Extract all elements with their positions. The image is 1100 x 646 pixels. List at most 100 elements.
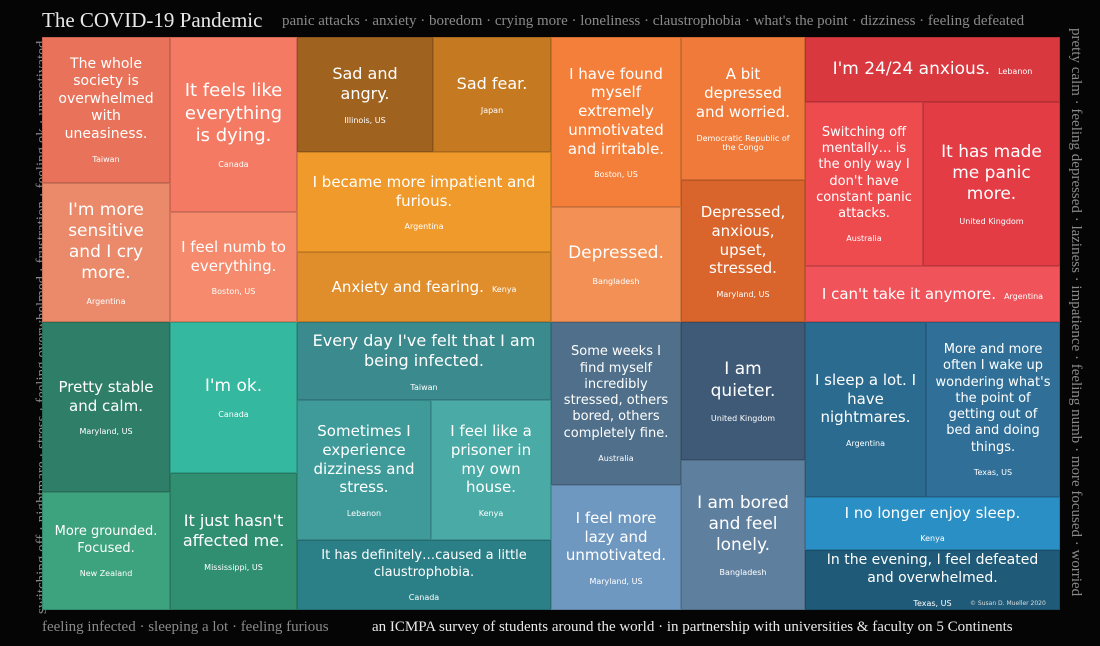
word: feeling depressed [1068,96,1084,213]
quote-tile: I no longer enjoy sleep. Kenya [805,497,1060,550]
quote: Sad and angry. [332,64,398,103]
word: anxiety [360,13,417,29]
quote: The whole society is overwhelmed with un… [58,55,154,142]
quote-tile: I'm ok. Canada [170,322,297,473]
location: Australia [598,453,634,463]
quote: Depressed, anxious, upset, stressed. [700,203,786,278]
quote-tile: Every day I've felt that I am being infe… [297,322,551,400]
quote-tile: I became more impatient and furious. Arge… [297,152,551,252]
location: Texas, US [913,599,952,608]
quote-tile: Depressed, anxious, upset, stressed. Mary… [681,180,805,322]
quote: Switching off mentally… is the only way … [816,124,912,221]
location: Maryland, US [79,427,133,437]
word: pretty calm [1068,28,1084,96]
location: Bangladesh [592,276,640,286]
location: Canada [218,409,249,419]
quote-tile: I'm more sensitive and I cry more. Argent… [42,183,170,322]
quote: Depressed. [568,243,664,264]
quote: Pretty stable and calm. [58,377,154,415]
location: Mississippi, US [204,563,263,572]
location: Bangladesh [719,568,767,578]
quote-tile: I feel more lazy and unmotivated. Marylan… [551,485,681,610]
quote-tile: I'm 24/24 anxious. Lebanon [805,37,1060,102]
location: Australia [846,234,882,244]
word: more focused [1068,443,1084,537]
location: Kenya [491,284,517,294]
top-words: panic attacksanxietyboredomcrying morelo… [282,13,1024,30]
location: Kenya [478,509,504,518]
location: Illinois, US [344,116,386,125]
quote-tile: I have found myself extremely unmotivate… [551,37,681,207]
word: worried [1068,537,1084,596]
location: Maryland, US [716,290,770,299]
quote: Anxiety and fearing. [331,277,484,296]
quote: Sometimes I experience dizziness and str… [313,422,415,497]
quote: I am bored and feel lonely. [697,492,789,556]
location: Japan [480,106,504,115]
quote: I feel numb to everything. [181,237,286,275]
quote: It just hasn't affected me. [182,511,285,550]
location: Taiwan [92,155,120,165]
quote-tile: It just hasn't affected me. Mississippi, … [170,473,297,610]
quote: I can't take it anymore. [821,284,997,303]
quote: I no longer enjoy sleep. [844,503,1021,522]
location: Lebanon [998,67,1033,76]
quote-tile: It has made me panic more. United Kingdom [923,102,1060,266]
quote: A bit depressed and worried. [695,65,791,121]
location: Boston, US [594,170,638,180]
quote: I feel like a prisoner in my own house. [450,422,532,497]
quote: Sad fear. [456,74,528,93]
quote: More and more often I wake up wondering … [935,342,1051,455]
word: impatience [1068,273,1084,351]
quote-tile: The whole society is overwhelmed with un… [42,37,170,183]
right-words: pretty calmfeeling depressedlazinessimpa… [1067,28,1084,596]
word: in partnership with universities & facul… [654,619,1012,635]
quote: Every day I've felt that I am being infe… [312,330,536,370]
word: boredom [417,13,483,29]
quote: I feel more lazy and unmotivated. [565,508,667,565]
quote: I'm 24/24 anxious. [832,58,991,79]
quote-tile: It feels like everything is dying. Canada [170,37,297,212]
word: feeling furious [228,619,328,635]
quote-tile: Some weeks I find myself incredibly stre… [551,322,681,485]
quote-tile: I feel numb to everything. Boston, US [170,212,297,322]
location: Lebanon [346,509,382,518]
word: claustrophobia [640,13,741,29]
quote-tile: I am bored and feel lonely. Bangladesh [681,460,805,610]
location: Boston, US [211,287,256,297]
word: feeling numb [1068,351,1084,443]
quote-tile: It has definitely…caused a little claust… [297,540,551,610]
word: what's the point [741,13,848,29]
location: Canada [218,159,249,169]
location: Kenya [920,534,945,544]
quote-tile: Sad and angry. Illinois, US [297,37,433,152]
word: sleeping a lot [136,619,228,635]
credits: an ICMPA survey of students around the w… [372,619,1013,636]
quote-tile: Switching off mentally… is the only way … [805,102,923,266]
quote: In the evening, I feel defeated and over… [826,552,1039,586]
copyright: © Susan D. Mueller 2020 [970,600,1046,607]
location: Democratic Republic of the Congo [696,133,790,152]
quote-tile: I sleep a lot. I have nightmares. Argenti… [805,322,926,497]
quote-tile: Pretty stable and calm. Maryland, US [42,322,170,492]
title: The COVID-19 Pandemic [42,8,263,32]
location: Canada [408,592,440,602]
quote: Some weeks I find myself incredibly stre… [563,344,669,441]
quote-tile: Anxiety and fearing. Kenya [297,252,551,322]
quote: I have found myself extremely unmotivate… [567,64,665,158]
quote-tile: More and more often I wake up wondering … [926,322,1060,497]
word: loneliness [568,13,641,29]
location: Taiwan [410,382,438,392]
location: Texas, US [973,467,1013,477]
quote: I became more impatient and furious. [312,172,536,210]
location: Argentina [404,222,444,232]
word: crying more [482,13,567,29]
quote: It has made me panic more. [941,141,1042,205]
word: an ICMPA survey of students around the w… [372,619,655,635]
quote-tile: Depressed. Bangladesh [551,207,681,322]
location: Argentina [1004,291,1044,301]
location: United Kingdom [959,217,1024,227]
quote: I sleep a lot. I have nightmares. [814,370,917,427]
location: Argentina [845,439,886,449]
